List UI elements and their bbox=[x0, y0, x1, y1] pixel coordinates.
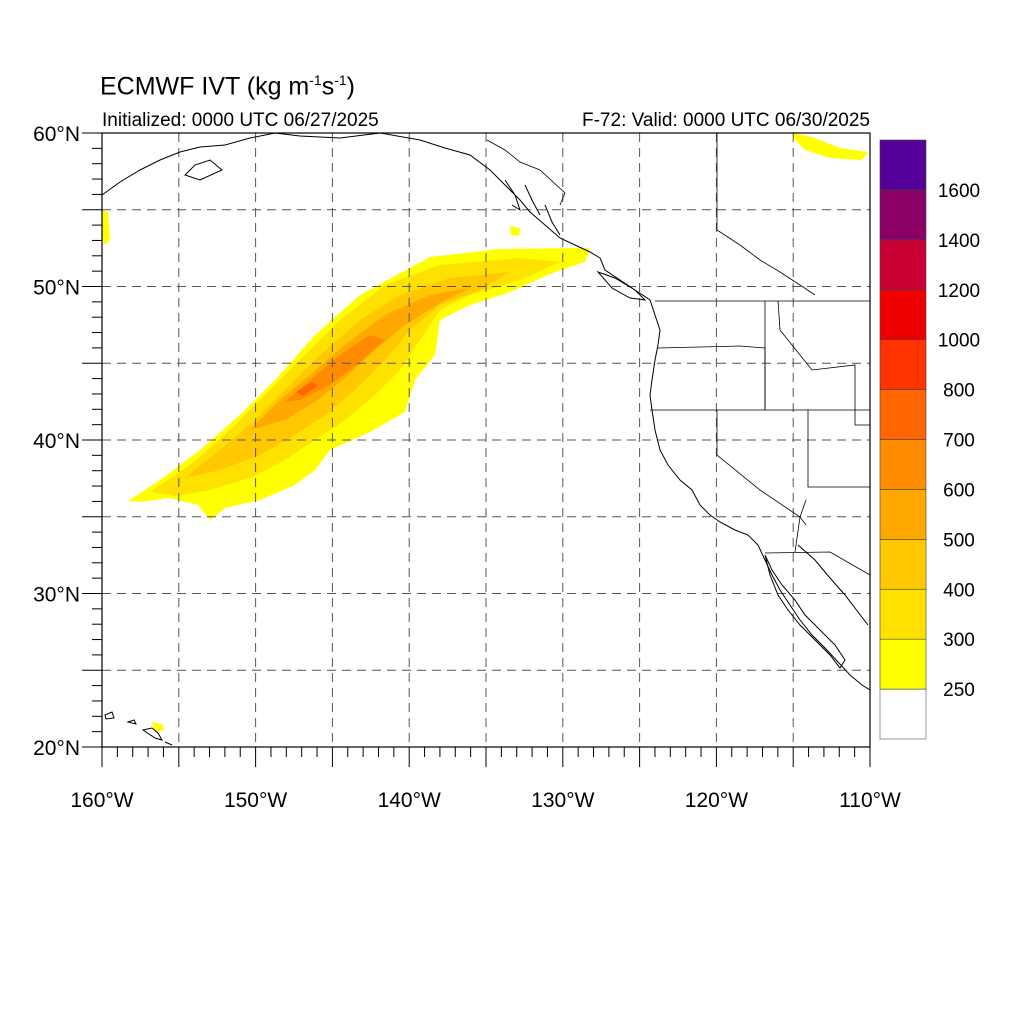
idaho-montana bbox=[764, 300, 856, 410]
lon-label: 140°W bbox=[378, 789, 441, 812]
colorbar-box bbox=[879, 489, 927, 540]
lon-label: 110°W bbox=[839, 789, 901, 812]
colorbar-box bbox=[879, 588, 927, 640]
colorbar-label: 400 bbox=[943, 580, 975, 601]
southeast-alaska-islands bbox=[184, 159, 561, 236]
ivt-blob-gulf-alaska bbox=[792, 133, 868, 160]
colorbar-box bbox=[879, 339, 927, 390]
ivt-blob-bc bbox=[510, 226, 520, 236]
lat-label: 20°N bbox=[33, 737, 80, 760]
ivt-contour-700 bbox=[296, 382, 318, 396]
ivt-blob-hawaii bbox=[152, 722, 164, 732]
colorbar-label: 1000 bbox=[938, 331, 980, 352]
colorbar-box bbox=[879, 439, 927, 490]
colorbar-label: 500 bbox=[943, 530, 975, 551]
map-title: ECMWF IVT (kg m-1s-1) bbox=[100, 72, 355, 101]
lon-label: 120°W bbox=[685, 789, 748, 812]
colorbar-box bbox=[879, 389, 927, 440]
colorbar-box bbox=[879, 189, 927, 241]
lon-label: 160°W bbox=[70, 789, 133, 812]
longitude-labels: 160°W 150°W 140°W 130°W 120°W 110°W bbox=[70, 789, 901, 812]
lat-label: 50°N bbox=[33, 277, 80, 300]
coastlines bbox=[102, 133, 870, 746]
colorbar-label: 300 bbox=[943, 630, 975, 651]
oregon-california-nevada bbox=[650, 409, 870, 526]
arizona-california bbox=[764, 499, 870, 576]
initialized-time: Initialized: 0000 UTC 06/27/2025 bbox=[102, 110, 379, 131]
colorbar-label: 1600 bbox=[938, 181, 980, 202]
alaska-coast bbox=[102, 133, 601, 259]
ivt-blob-west-edge bbox=[102, 210, 110, 245]
colorbar-label: 600 bbox=[943, 480, 975, 501]
lat-label: 40°N bbox=[33, 430, 80, 453]
lon-label: 130°W bbox=[531, 789, 594, 812]
colorbar-label: 1200 bbox=[938, 281, 980, 302]
ivt-field bbox=[102, 133, 868, 732]
utah-arizona bbox=[807, 410, 870, 488]
colorbar-label: 250 bbox=[943, 680, 975, 701]
political-borders bbox=[486, 133, 870, 576]
washington-oregon bbox=[657, 345, 766, 410]
colorbar-box bbox=[879, 239, 927, 291]
vancouver-island bbox=[596, 270, 647, 301]
lat-label: 30°N bbox=[33, 584, 80, 607]
grid-lines bbox=[102, 133, 870, 747]
valid-time: F-72: Valid: 0000 UTC 06/30/2025 bbox=[582, 110, 870, 131]
gulf-coast-mexico bbox=[797, 544, 869, 626]
alaska-canada-border bbox=[486, 139, 566, 206]
colorbar-label: 800 bbox=[943, 381, 975, 402]
colorbar-box bbox=[879, 139, 927, 191]
baja-california bbox=[764, 554, 846, 669]
colorbar-label: 700 bbox=[943, 431, 975, 452]
colorbar-box bbox=[879, 638, 927, 690]
colorbar-label: 1400 bbox=[938, 231, 980, 252]
axis-ticks bbox=[82, 132, 871, 767]
canada-interior-line bbox=[716, 229, 816, 296]
colorbar: 250 300 400 500 600 700 800 1000 1200 1400 1600 bbox=[879, 139, 980, 740]
lat-label: 60°N bbox=[33, 123, 80, 146]
latitude-labels: 60°N 50°N 40°N 30°N 20°N bbox=[33, 123, 80, 760]
canada-us-border bbox=[655, 133, 870, 302]
colorbar-box-below bbox=[879, 688, 927, 740]
colorbar-box bbox=[879, 289, 927, 340]
colorbar-box bbox=[879, 539, 927, 590]
lon-label: 150°W bbox=[224, 789, 287, 812]
west-coast bbox=[599, 257, 870, 691]
hawaii-islands bbox=[104, 711, 173, 746]
